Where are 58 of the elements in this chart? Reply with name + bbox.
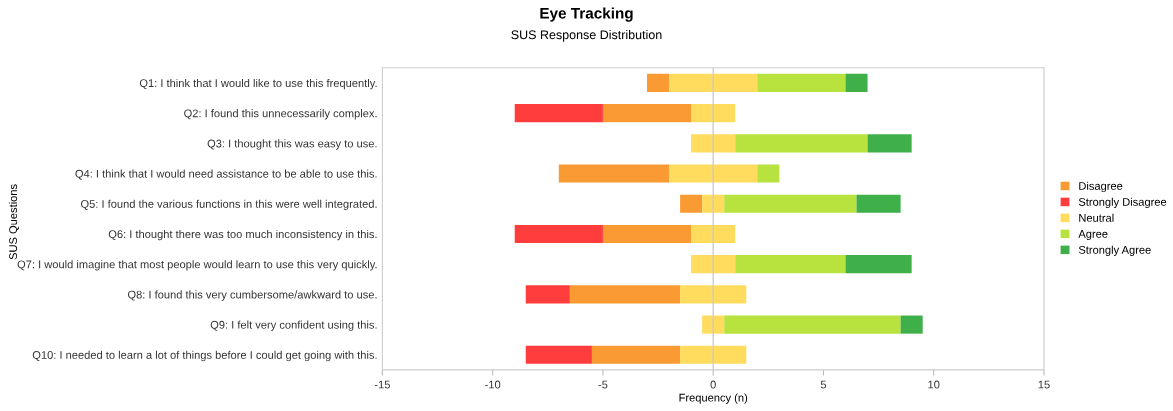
- chart-subtitle: SUS Response Distribution: [511, 29, 662, 42]
- y-tick-label: Q4: I think that I would need assistance to be able to use this.: [75, 169, 377, 180]
- bar: [669, 164, 758, 183]
- x-tick-label: 10: [928, 380, 940, 389]
- bar: [558, 164, 670, 183]
- x-tick-label: -15: [374, 380, 390, 389]
- legend-label: Strongly Disagree: [1078, 197, 1167, 209]
- x-tick-label: 15: [1038, 380, 1050, 389]
- bar: [691, 224, 736, 244]
- bar: [680, 285, 747, 304]
- chart-title: Eye Tracking: [540, 7, 633, 22]
- x-tick-label: 0: [710, 380, 716, 389]
- y-tick-label: Q2: I found this unnecessarily complex.: [184, 109, 377, 120]
- y-tick-label: Q3: I thought this was easy to use.: [207, 139, 377, 150]
- bar: [845, 255, 912, 274]
- y-tick-label: Q7: I would imagine that most people would learn to use this very quickly.: [17, 260, 377, 271]
- bar: [757, 73, 846, 92]
- bar: [900, 315, 923, 334]
- y-tick-label: Q8: I found this very cumbersome/awkward to use.: [127, 290, 377, 301]
- y-tick-label: Q5: I found the various functions in this were well integrated.: [81, 199, 377, 211]
- bar: [680, 194, 703, 213]
- bar: [867, 134, 912, 153]
- x-axis-title: Frequency (n): [679, 393, 748, 404]
- bar: [691, 255, 736, 274]
- y-tick-label: Q9: I felt very confident using this.: [210, 320, 377, 331]
- bar: [757, 164, 780, 183]
- y-tick-label: Q10: I needed to learn a lot of things before I could get going with this.: [32, 350, 377, 362]
- legend-label: Disagree: [1079, 181, 1123, 193]
- bar: [845, 73, 868, 92]
- bar: [669, 73, 758, 92]
- x-tick-label: -10: [485, 380, 501, 389]
- bar: [602, 224, 692, 244]
- bar: [514, 104, 603, 123]
- y-axis-title: SUS Questions: [8, 184, 20, 260]
- bar: [602, 104, 692, 123]
- bar: [647, 73, 670, 92]
- x-tick-label: -5: [598, 380, 608, 389]
- bar: [735, 134, 868, 153]
- bar: [525, 285, 570, 304]
- bar: [691, 134, 736, 153]
- bar: [691, 104, 736, 123]
- y-tick-label: Q1: I think that I would like to use this frequently.: [139, 78, 377, 90]
- bar: [569, 285, 681, 304]
- legend-label: Neutral: [1079, 213, 1114, 222]
- bar: [591, 345, 681, 364]
- legend-label: Agree: [1078, 230, 1108, 241]
- legend-label: Strongly Agree: [1078, 245, 1151, 257]
- bar: [702, 194, 725, 213]
- bar: [724, 315, 901, 334]
- x-tick-label: 5: [820, 380, 827, 389]
- bar: [680, 345, 747, 364]
- bar: [724, 194, 857, 213]
- bar: [735, 255, 846, 274]
- bar: [525, 345, 592, 364]
- bar: [856, 194, 901, 213]
- bar: [702, 315, 725, 334]
- y-tick-label: Q6: I thought there was too much inconsistency in this.: [108, 229, 377, 241]
- bar: [514, 224, 603, 244]
